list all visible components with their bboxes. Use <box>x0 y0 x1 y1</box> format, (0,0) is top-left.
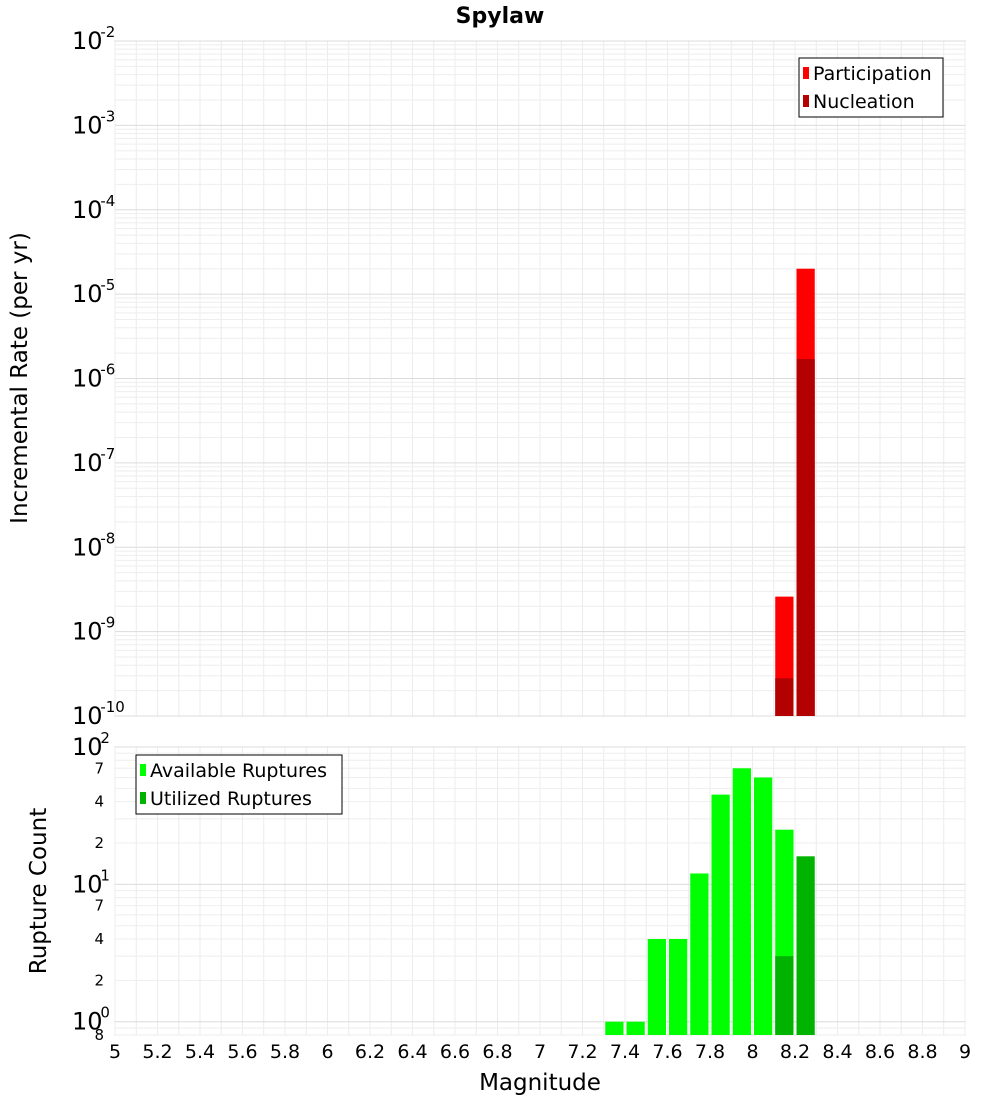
x-tick-label: 7.6 <box>652 1041 682 1063</box>
top-plot-panel: 10-210-310-410-510-610-710-810-910-10 Pa… <box>7 23 966 730</box>
x-tick-label: 9 <box>959 1041 971 1063</box>
y-tick-label: 10 <box>72 733 103 761</box>
bar-available-ruptures <box>626 1021 645 1035</box>
x-tick-label: 5 <box>109 1041 121 1063</box>
y-tick-label: 10 <box>72 449 103 477</box>
top-bars <box>775 268 815 716</box>
y-tick-label: 10 <box>72 196 103 224</box>
x-tick-label: 7.4 <box>610 1041 640 1063</box>
bar-available-ruptures <box>690 873 709 1035</box>
x-tick-label: 5.6 <box>227 1041 257 1063</box>
bottom-legend: Available Ruptures Utilized Ruptures <box>135 754 343 815</box>
y-minor-tick-label: 4 <box>94 793 104 811</box>
x-tick-label: 8.6 <box>865 1041 895 1063</box>
x-tick-label: 7.2 <box>567 1041 597 1063</box>
y-minor-tick-label: 2 <box>94 971 104 989</box>
top-y-axis-title: Incremental Rate (per yr) <box>7 232 33 524</box>
y-minor-tick-label: 8 <box>94 1026 104 1044</box>
x-tick-label: 8.4 <box>822 1041 852 1063</box>
legend-label-available: Available Ruptures <box>150 760 327 782</box>
y-tick-exponent: -4 <box>100 192 115 210</box>
y-tick-exponent: 2 <box>100 729 110 747</box>
bar-available-ruptures <box>732 768 751 1035</box>
y-minor-tick-label: 7 <box>94 897 104 915</box>
y-tick-label: 10 <box>72 702 103 730</box>
y-tick-label: 10 <box>72 280 103 308</box>
y-tick-label: 10 <box>72 111 103 139</box>
y-tick-exponent: -7 <box>100 445 115 463</box>
x-tick-label: 6.6 <box>440 1041 470 1063</box>
bottom-grid <box>114 746 966 1036</box>
top-legend-box <box>798 57 944 118</box>
y-tick-exponent: -2 <box>100 23 115 41</box>
legend-swatch-utilized <box>140 792 146 804</box>
y-tick-exponent: -9 <box>100 614 115 632</box>
x-tick-label: 8.2 <box>780 1041 810 1063</box>
y-tick-label: 10 <box>72 533 103 561</box>
x-tick-label: 5.4 <box>185 1041 215 1063</box>
top-grid <box>114 40 966 717</box>
bar-available-ruptures <box>669 939 688 1035</box>
x-axis-title: Magnitude <box>479 1070 601 1096</box>
bottom-y-axis-title: Rupture Count <box>26 808 52 974</box>
y-minor-tick-label: 7 <box>94 759 104 777</box>
y-tick-exponent: -8 <box>100 529 115 547</box>
y-tick-label: 10 <box>72 870 103 898</box>
top-y-tick-labels: 10-210-310-410-510-610-710-810-910-10 <box>72 23 125 730</box>
bar-nucleation <box>796 359 815 716</box>
y-tick-label: 10 <box>72 27 103 55</box>
y-tick-exponent: -3 <box>100 107 115 125</box>
y-minor-tick-label: 2 <box>94 834 104 852</box>
bar-available-ruptures <box>647 939 666 1035</box>
bar-available-ruptures <box>754 777 773 1035</box>
y-tick-exponent: -10 <box>100 698 125 716</box>
bar-utilized-ruptures <box>775 956 794 1035</box>
x-tick-label: 8.8 <box>907 1041 937 1063</box>
legend-label-utilized: Utilized Ruptures <box>150 788 312 810</box>
x-tick-label: 6.2 <box>355 1041 385 1063</box>
bar-utilized-ruptures <box>796 856 815 1035</box>
bottom-bars <box>605 768 815 1035</box>
legend-label-nucleation: Nucleation <box>813 91 915 113</box>
x-tick-label: 6.8 <box>482 1041 512 1063</box>
bottom-legend-box <box>135 754 343 815</box>
bar-available-ruptures <box>605 1021 624 1035</box>
y-tick-exponent: -6 <box>100 361 115 379</box>
x-tick-label: 6.4 <box>397 1041 427 1063</box>
y-tick-label: 10 <box>72 618 103 646</box>
x-tick-labels: 5 5.2 5.4 5.6 5.8 6 6.2 6.4 6.6 6.8 7 7.2 7.4 7.6 7.8 8… <box>109 1041 971 1063</box>
legend-swatch-participation <box>803 67 809 79</box>
bar-nucleation <box>775 678 794 716</box>
y-tick-label: 10 <box>72 1008 103 1036</box>
y-minor-tick-label: 4 <box>94 930 104 948</box>
x-tick-label: 6 <box>321 1041 333 1063</box>
chart-title: Spylaw <box>456 4 545 29</box>
legend-label-participation: Participation <box>813 63 932 85</box>
x-tick-label: 7.8 <box>695 1041 725 1063</box>
top-legend: Participation Nucleation <box>798 57 944 118</box>
x-tick-label: 7 <box>534 1041 546 1063</box>
y-tick-label: 10 <box>72 365 103 393</box>
x-tick-label: 8 <box>746 1041 758 1063</box>
bar-available-ruptures <box>711 794 730 1035</box>
x-tick-label: 5.8 <box>270 1041 300 1063</box>
y-tick-exponent: -5 <box>100 276 115 294</box>
legend-swatch-available <box>140 764 146 776</box>
y-tick-exponent: 0 <box>100 1004 110 1022</box>
y-tick-exponent: 1 <box>100 866 110 884</box>
x-tick-label: 5.2 <box>142 1041 172 1063</box>
legend-swatch-nucleation <box>803 95 809 107</box>
